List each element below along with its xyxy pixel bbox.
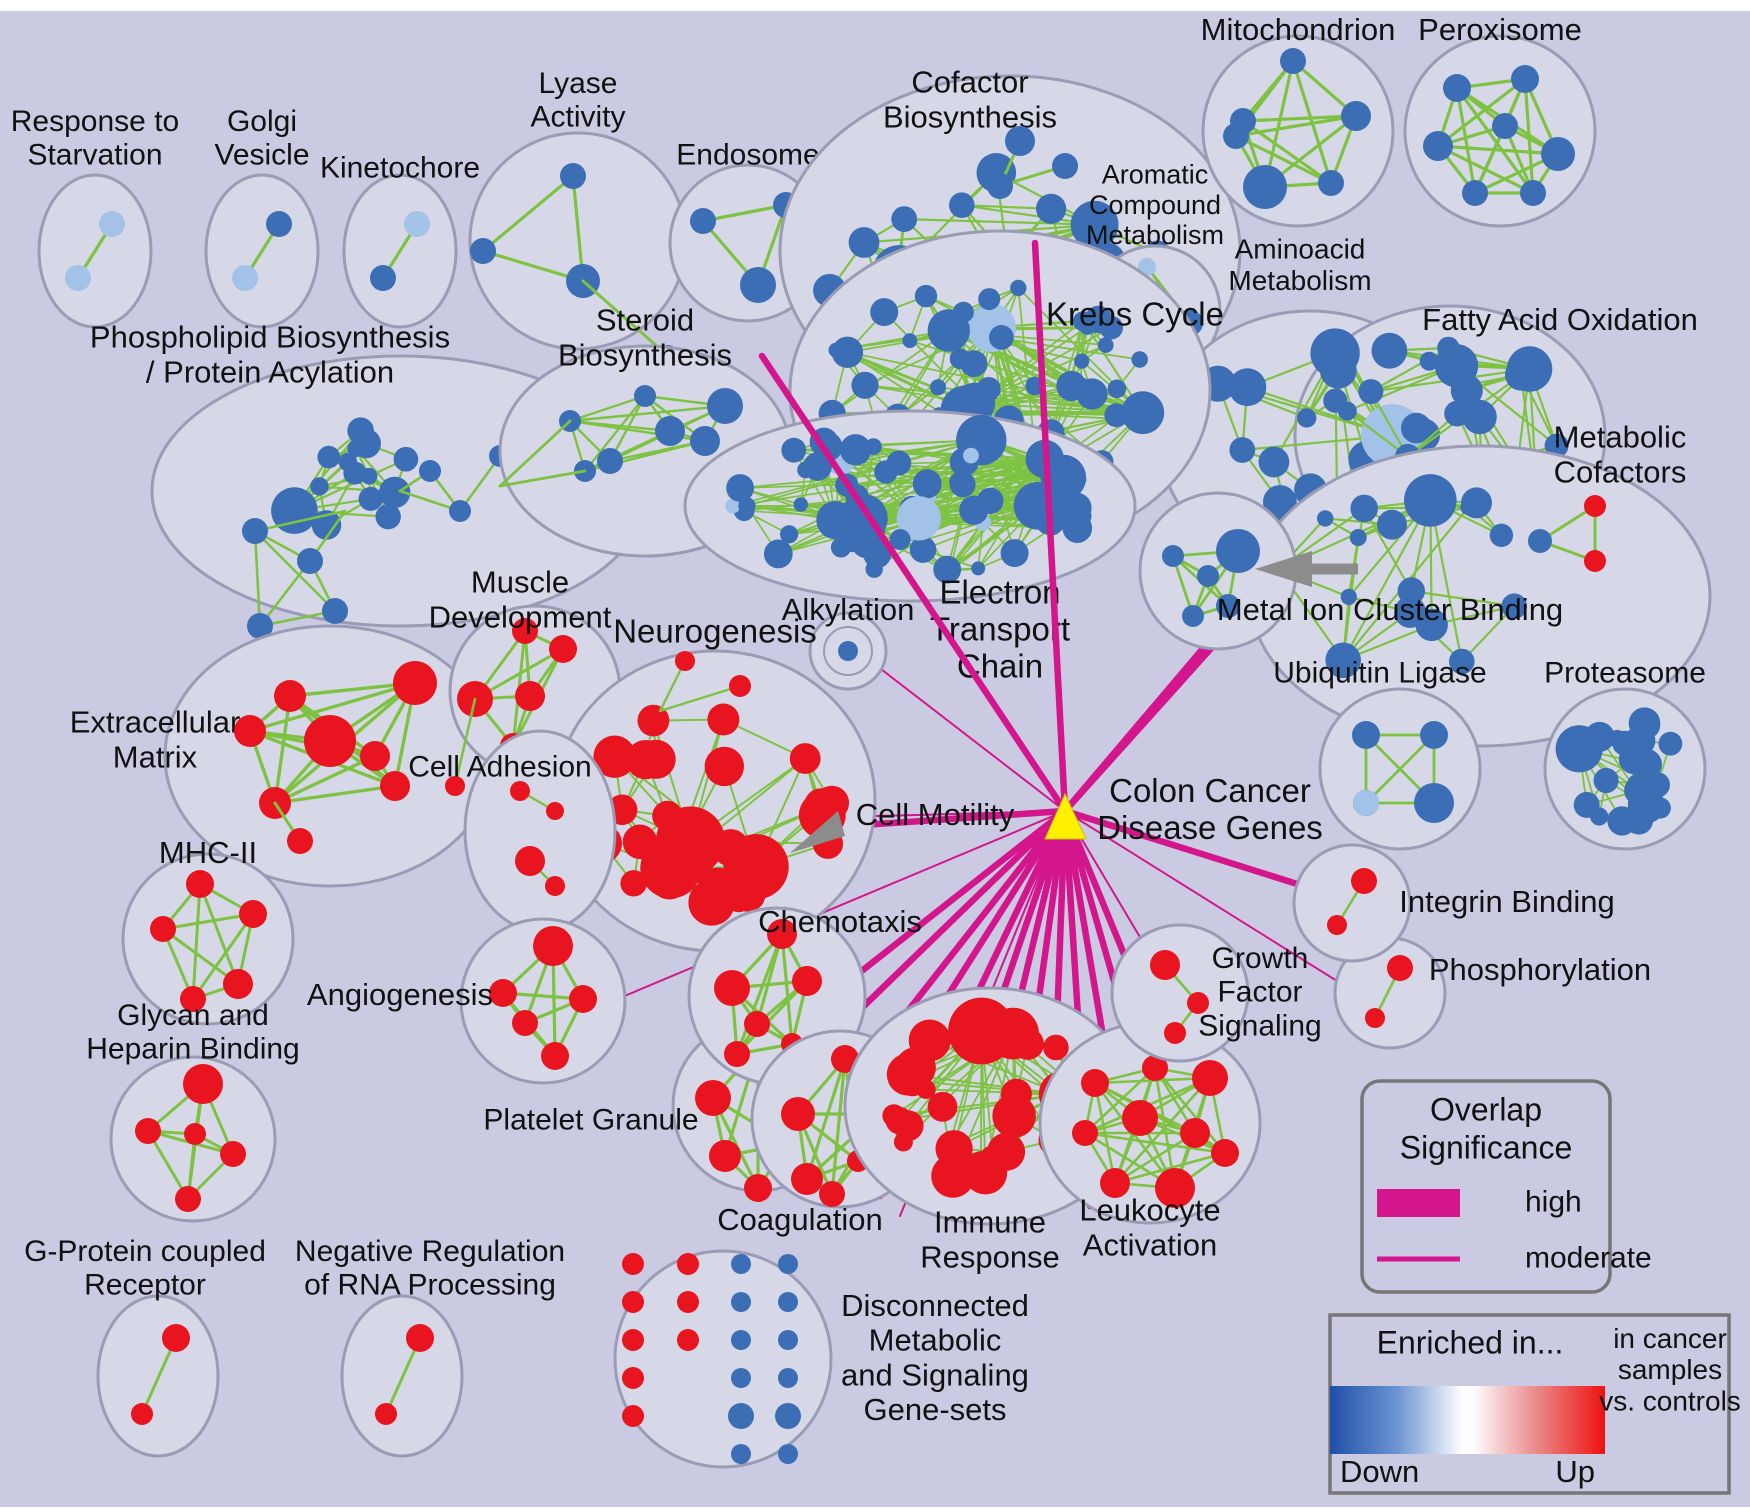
svg-text:Endosome: Endosome	[676, 139, 819, 172]
svg-text:Kinetochore: Kinetochore	[320, 152, 480, 185]
svg-text:Krebs Cycle: Krebs Cycle	[1046, 296, 1224, 333]
svg-text:Fatty Acid Oxidation: Fatty Acid Oxidation	[1422, 302, 1698, 337]
svg-text:Ubiquitin Ligase: Ubiquitin Ligase	[1273, 657, 1486, 690]
svg-text:Significance: Significance	[1400, 1129, 1573, 1165]
svg-text:Overlap: Overlap	[1430, 1091, 1542, 1127]
svg-text:Angiogenesis: Angiogenesis	[307, 977, 493, 1012]
svg-text:Metal Ion Cluster Binding: Metal Ion Cluster Binding	[1217, 592, 1563, 627]
svg-text:Down: Down	[1340, 1454, 1419, 1489]
svg-text:high: high	[1525, 1186, 1582, 1219]
svg-text:Phosphorylation: Phosphorylation	[1429, 952, 1651, 987]
svg-text:Chemotaxis: Chemotaxis	[758, 904, 922, 939]
svg-text:Proteasome: Proteasome	[1544, 657, 1706, 690]
svg-text:Integrin Binding: Integrin Binding	[1399, 884, 1614, 919]
svg-text:MHC-II: MHC-II	[159, 835, 257, 870]
svg-text:Neurogenesis: Neurogenesis	[613, 613, 817, 650]
svg-text:moderate: moderate	[1525, 1242, 1652, 1275]
svg-text:Mitochondrion: Mitochondrion	[1201, 12, 1396, 47]
svg-text:Platelet Granule: Platelet Granule	[483, 1104, 698, 1137]
svg-text:Cell Motility: Cell Motility	[856, 797, 1015, 832]
svg-text:Up: Up	[1555, 1454, 1595, 1489]
svg-text:Coagulation: Coagulation	[717, 1202, 882, 1237]
svg-text:Cell Adhesion: Cell Adhesion	[408, 751, 591, 784]
svg-text:Peroxisome: Peroxisome	[1418, 12, 1582, 47]
svg-text:Enriched in...: Enriched in...	[1377, 1324, 1564, 1360]
